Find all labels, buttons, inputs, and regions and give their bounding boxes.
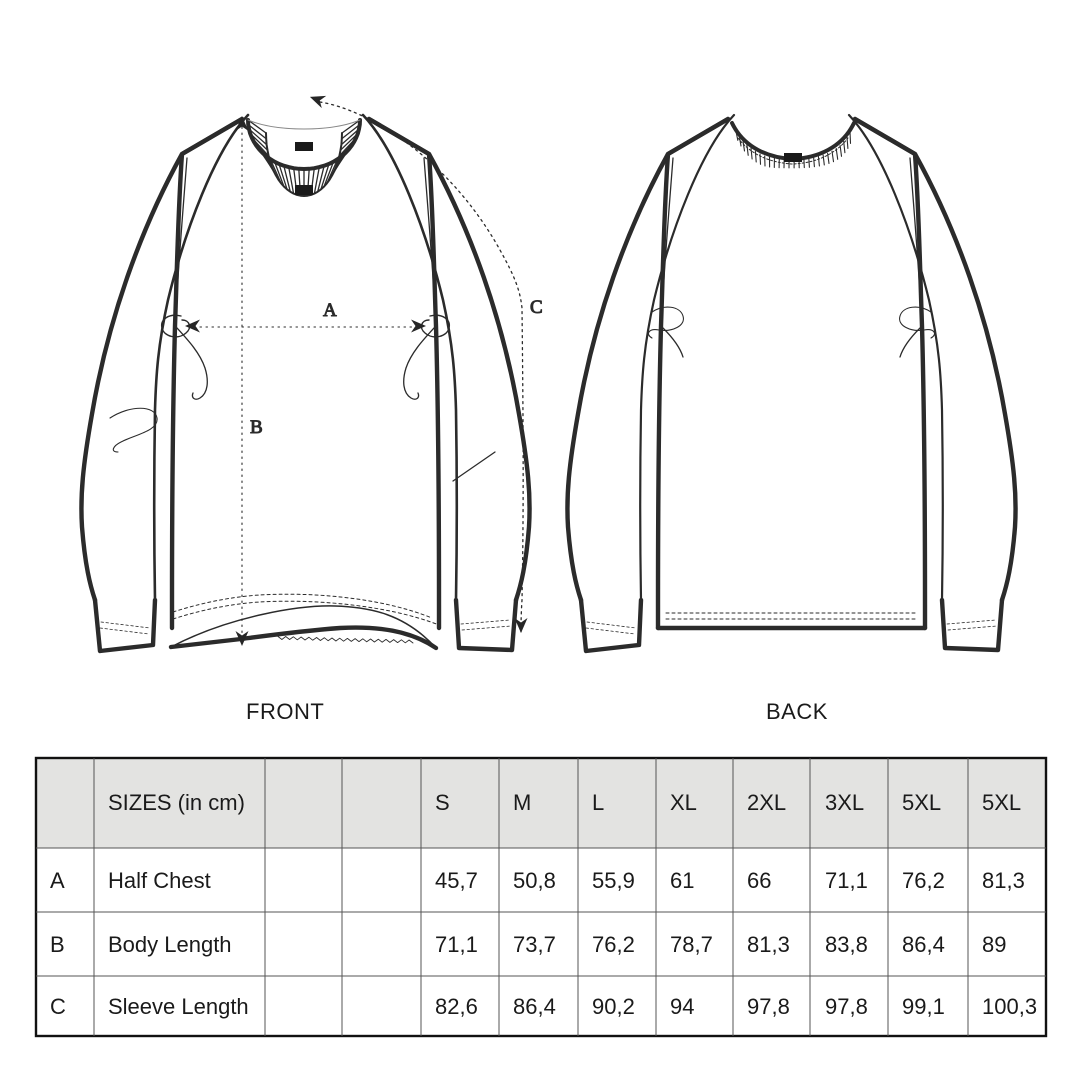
svg-text:81,3: 81,3	[747, 932, 790, 957]
svg-text:55,9: 55,9	[592, 868, 635, 893]
svg-text:78,7: 78,7	[670, 932, 713, 957]
svg-text:73,7: 73,7	[513, 932, 556, 957]
svg-text:83,8: 83,8	[825, 932, 868, 957]
svg-text:76,2: 76,2	[902, 868, 945, 893]
svg-text:82,6: 82,6	[435, 994, 478, 1019]
svg-text:B: B	[250, 417, 263, 438]
svg-text:L: L	[592, 790, 604, 815]
svg-text:C: C	[530, 297, 543, 318]
svg-text:97,8: 97,8	[747, 994, 790, 1019]
svg-text:71,1: 71,1	[825, 868, 868, 893]
svg-text:B: B	[50, 932, 65, 957]
svg-text:3XL: 3XL	[825, 790, 864, 815]
svg-text:86,4: 86,4	[902, 932, 945, 957]
svg-text:2XL: 2XL	[747, 790, 786, 815]
svg-text:76,2: 76,2	[592, 932, 635, 957]
svg-text:45,7: 45,7	[435, 868, 478, 893]
svg-text:61: 61	[670, 868, 694, 893]
svg-text:Body Length: Body Length	[108, 932, 232, 957]
svg-text:5XL: 5XL	[902, 790, 941, 815]
svg-text:90,2: 90,2	[592, 994, 635, 1019]
svg-text:5XL: 5XL	[982, 790, 1021, 815]
svg-text:SIZES (in cm): SIZES (in cm)	[108, 790, 245, 815]
svg-text:100,3: 100,3	[982, 994, 1037, 1019]
svg-text:Sleeve Length: Sleeve Length	[108, 994, 249, 1019]
svg-text:99,1: 99,1	[902, 994, 945, 1019]
svg-text:C: C	[50, 994, 66, 1019]
svg-text:A: A	[50, 868, 65, 893]
svg-text:86,4: 86,4	[513, 994, 556, 1019]
svg-text:71,1: 71,1	[435, 932, 478, 957]
svg-text:89: 89	[982, 932, 1006, 957]
svg-text:94: 94	[670, 994, 694, 1019]
svg-text:81,3: 81,3	[982, 868, 1025, 893]
svg-text:A: A	[323, 300, 337, 321]
svg-text:50,8: 50,8	[513, 868, 556, 893]
svg-text:M: M	[513, 790, 531, 815]
svg-text:BACK: BACK	[766, 699, 828, 724]
svg-text:S: S	[435, 790, 450, 815]
svg-text:66: 66	[747, 868, 771, 893]
svg-text:97,8: 97,8	[825, 994, 868, 1019]
svg-text:FRONT: FRONT	[246, 699, 324, 724]
svg-text:Half Chest: Half Chest	[108, 868, 211, 893]
svg-text:XL: XL	[670, 790, 697, 815]
